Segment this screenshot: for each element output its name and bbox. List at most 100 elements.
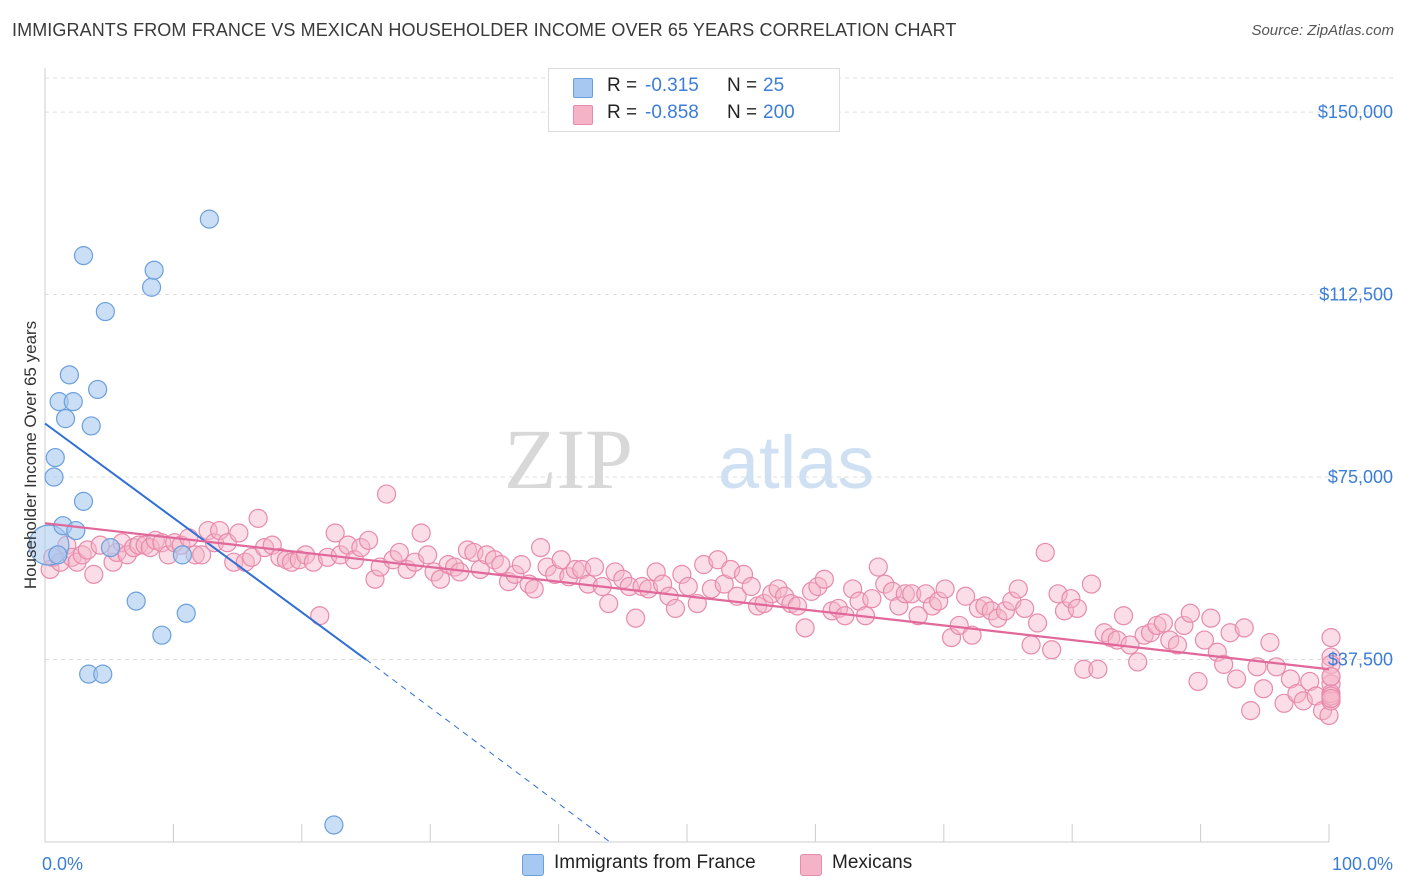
mexicans-point — [1067, 598, 1087, 619]
france-point — [199, 209, 219, 229]
france-point — [88, 379, 108, 400]
mexicans-point — [1201, 608, 1221, 628]
france-point — [81, 416, 101, 436]
y-tick-label: $75,000 — [1328, 467, 1393, 487]
mexicans-point — [721, 559, 741, 580]
bottom-legend-label-mexicans: Mexicans — [832, 852, 913, 873]
mexicans-point — [365, 569, 385, 589]
mexicans-point — [418, 545, 438, 565]
mexicans-point — [687, 593, 707, 614]
mexicans-point — [531, 537, 551, 558]
france-point — [95, 301, 115, 322]
mexicans-point — [875, 574, 895, 594]
mexicans-point — [814, 569, 834, 589]
mexicans-point — [962, 625, 982, 645]
mexicans-point — [1035, 542, 1055, 563]
watermark: ZIP atlas — [504, 411, 874, 507]
france-point — [100, 537, 121, 558]
mexicans-trend-line — [44, 522, 1330, 671]
y-tick-label: $112,500 — [1319, 285, 1393, 305]
mexicans-point — [1234, 618, 1254, 638]
mexicans-point — [1015, 598, 1035, 619]
mexicans-point — [135, 535, 155, 555]
france-point — [324, 815, 344, 835]
mexicans-point — [956, 586, 976, 606]
mexicans-point — [1287, 683, 1307, 704]
mexicans-point — [1226, 669, 1247, 689]
mexicans-point — [1266, 657, 1286, 677]
mexicans-point — [868, 557, 888, 577]
mexicans-point — [1180, 603, 1200, 623]
mexicans-point — [1321, 628, 1341, 648]
watermark-atlas: atlas — [718, 421, 874, 504]
france-point — [172, 545, 192, 565]
mexicans-point — [1088, 659, 1108, 679]
mexicans-point — [768, 579, 788, 599]
mexicans-point — [981, 601, 1001, 621]
france-point — [73, 246, 94, 266]
mexicans-point — [1260, 632, 1280, 653]
mexicans-point — [808, 576, 828, 597]
mexicans-point — [889, 596, 909, 616]
mexicans-point — [935, 579, 955, 599]
mexicans-point — [895, 584, 915, 604]
mexicans-point — [787, 596, 808, 616]
mexicans-point — [1241, 701, 1261, 721]
bottom-legend-label-france: Immigrants from France — [554, 852, 756, 873]
mexicans-point — [505, 564, 525, 584]
mexicans-point — [1194, 630, 1215, 650]
axes — [44, 68, 1330, 843]
source-label: Source: ZipAtlas.com — [1251, 22, 1394, 39]
mexicans-point — [626, 608, 646, 628]
watermark-zip: ZIP — [504, 411, 633, 507]
legend-r-value: -0.315 — [645, 75, 699, 96]
mexicans-point — [325, 523, 345, 543]
legend: R = -0.315 N = 25 R = -0.858 N = 200 — [548, 68, 840, 132]
legend-n-value: 200 — [763, 102, 795, 123]
mexicans-point — [908, 606, 928, 626]
legend-n-value: 25 — [763, 75, 785, 96]
legend-n-label: N = — [727, 75, 758, 96]
france-point — [55, 409, 76, 429]
france-point — [176, 603, 196, 623]
mexicans-point — [1008, 579, 1028, 599]
mexicans-point — [1319, 705, 1339, 726]
mexicans-point — [995, 601, 1016, 621]
trend-lines — [44, 422, 1330, 843]
mexicans-point — [1174, 615, 1194, 636]
legend-r-label: R = — [607, 75, 638, 96]
mexicans-points — [40, 484, 1341, 726]
legend-n-label: N = — [727, 102, 758, 123]
mexicans-point — [862, 589, 882, 609]
legend-swatch-mexicans — [573, 105, 593, 125]
mexicans-point — [1167, 635, 1188, 655]
mexicans-point — [1042, 640, 1062, 660]
mexicans-point — [358, 530, 379, 550]
france-point — [44, 467, 64, 487]
mexicans-point — [1153, 613, 1173, 633]
mexicans-point — [988, 608, 1008, 628]
legend-swatch-france — [573, 78, 593, 98]
mexicans-point — [551, 550, 571, 570]
mexicans-point — [941, 628, 962, 648]
mexicans-point — [584, 557, 605, 577]
mexicans-point — [491, 555, 511, 575]
bottom-legend-swatch-france — [522, 854, 544, 876]
mexicans-point — [1113, 606, 1134, 626]
mexicans-point — [389, 542, 409, 563]
mexicans-point — [411, 523, 431, 543]
y-tick-label: $37,500 — [1328, 650, 1393, 670]
chart-title: IMMIGRANTS FROM FRANCE VS MEXICAN HOUSEH… — [12, 20, 957, 40]
mexicans-point — [77, 540, 97, 560]
mexicans-point — [1128, 652, 1148, 672]
mexicans-point — [733, 564, 754, 584]
mexicans-point — [694, 555, 714, 575]
mexicans-point — [1253, 679, 1274, 699]
y-tick-labels: $37,500 $75,000 $112,500 $150,000 — [1318, 102, 1393, 669]
mexicans-point — [605, 562, 625, 582]
france-points — [28, 209, 344, 835]
mexicans-point — [665, 598, 686, 619]
x-tick-label-min: 0.0% — [42, 854, 83, 874]
france-point — [144, 260, 164, 280]
